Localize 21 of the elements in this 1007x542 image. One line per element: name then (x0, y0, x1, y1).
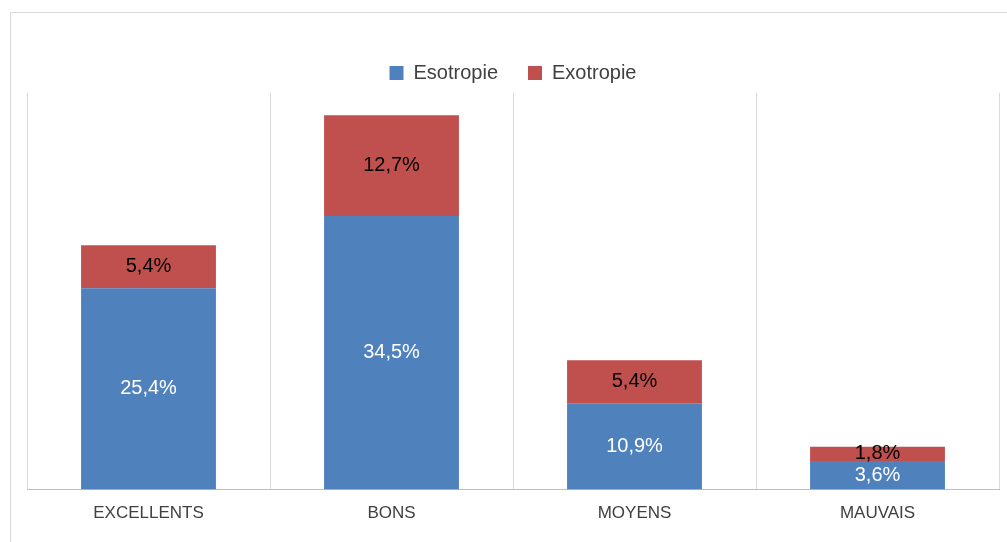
data-label: 10,9% (606, 433, 664, 456)
legend-label: Esotropie (413, 60, 499, 83)
bar (567, 403, 702, 490)
bar (324, 215, 459, 490)
data-label: 1,8% (854, 441, 901, 464)
x-tick-label: EXCELLENTS (93, 503, 204, 523)
bar (810, 461, 945, 490)
bar (567, 360, 702, 404)
x-tick-label: MOYENS (597, 503, 672, 523)
legend-label: Exotropie (552, 60, 637, 83)
x-tick-label: MAUVAIS (839, 503, 916, 523)
data-label: 25,4% (120, 376, 178, 399)
bar (324, 115, 459, 216)
bar (81, 288, 216, 490)
data-label: 5,4% (125, 254, 172, 277)
data-label: 12,7% (363, 153, 421, 176)
data-label: 3,6% (854, 462, 901, 485)
data-label: 34,5% (363, 340, 421, 363)
x-tick-label: BONS (367, 503, 416, 523)
data-label: 5,4% (611, 369, 658, 392)
bar (81, 245, 216, 289)
